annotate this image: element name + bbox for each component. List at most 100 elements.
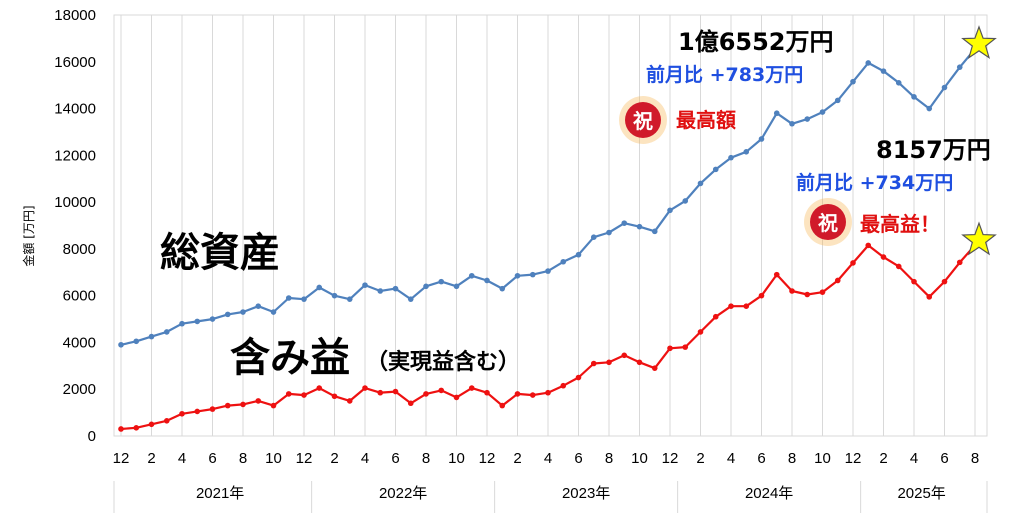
series-point bbox=[743, 303, 750, 309]
series-point bbox=[407, 400, 414, 407]
series-point bbox=[453, 283, 460, 290]
series-point bbox=[224, 402, 231, 409]
series-point bbox=[895, 80, 902, 86]
series-point bbox=[224, 311, 231, 318]
series-point bbox=[682, 198, 689, 204]
series-point bbox=[484, 389, 490, 396]
series-point bbox=[163, 417, 170, 424]
x-tick-label: 4 bbox=[910, 450, 918, 467]
series-point bbox=[667, 345, 673, 352]
x-tick-label: 6 bbox=[391, 450, 399, 467]
series-point bbox=[529, 392, 536, 398]
total-change-label: 前月比 +783万円 bbox=[646, 63, 803, 86]
x-tick-label: 2 bbox=[147, 450, 155, 467]
y-tick-label: 12000 bbox=[54, 147, 96, 164]
series-point bbox=[529, 271, 536, 278]
celebration-badge-icon: 祝 bbox=[804, 198, 852, 246]
stars bbox=[961, 25, 997, 256]
x-tick-label: 2 bbox=[330, 450, 338, 467]
profit-change-label: 前月比 +734万円 bbox=[796, 171, 953, 194]
series-point bbox=[834, 97, 841, 104]
series-point bbox=[423, 391, 429, 397]
series-point bbox=[819, 289, 826, 295]
x-tick-label: 10 bbox=[265, 450, 282, 467]
series-point bbox=[438, 387, 445, 394]
series-point bbox=[316, 385, 323, 391]
series-point bbox=[346, 296, 353, 302]
x-tick-label: 12 bbox=[296, 450, 313, 467]
series-point bbox=[255, 398, 262, 404]
series-point bbox=[407, 296, 414, 302]
x-axis: 12 2 4 6 8 10 12 2 4 6 8 10 12 2 4 6 8 10 12 2 4 6 8 10 12 2 4 6 8 20… bbox=[113, 450, 988, 513]
series-point bbox=[575, 251, 582, 258]
series-point bbox=[331, 292, 338, 299]
y-tick-label: 8000 bbox=[63, 241, 96, 258]
series-point bbox=[255, 303, 262, 309]
series-point bbox=[468, 385, 475, 391]
y-tick-label: 6000 bbox=[63, 288, 96, 305]
series-point bbox=[758, 292, 765, 299]
x-tick-label: 10 bbox=[448, 450, 465, 467]
series-point bbox=[712, 166, 719, 173]
series-point bbox=[240, 309, 246, 315]
x-tick-label: 12 bbox=[113, 450, 130, 467]
y-tick-label: 10000 bbox=[54, 194, 96, 211]
series-point bbox=[285, 295, 292, 301]
x-tick-label: 8 bbox=[788, 450, 796, 467]
x-tick-label: 8 bbox=[971, 450, 979, 467]
series-point bbox=[148, 421, 155, 428]
series-point bbox=[346, 398, 353, 404]
x-tick-label: 8 bbox=[605, 450, 613, 467]
series-point bbox=[163, 329, 170, 335]
series-point bbox=[606, 229, 612, 236]
y-tick-label: 14000 bbox=[54, 101, 96, 118]
series-point bbox=[590, 360, 597, 367]
star-icon bbox=[961, 25, 997, 60]
series-label-unrealized-gain: 含み益 bbox=[230, 335, 350, 381]
y-tick-label: 0 bbox=[88, 428, 96, 445]
series-point bbox=[514, 391, 521, 397]
series-point bbox=[743, 149, 750, 155]
series-point bbox=[240, 401, 246, 408]
series-point bbox=[118, 426, 124, 432]
series-point bbox=[148, 333, 155, 340]
series-point bbox=[728, 154, 734, 161]
record-profit-label: 最高益！ bbox=[860, 212, 940, 236]
series-point bbox=[499, 285, 506, 292]
series-point bbox=[301, 392, 307, 398]
chart-series bbox=[118, 46, 978, 432]
chart-grid bbox=[113, 14, 988, 437]
series-point bbox=[651, 365, 658, 371]
series-point bbox=[956, 259, 963, 266]
series-point bbox=[880, 254, 887, 260]
series-point bbox=[270, 309, 277, 315]
series-point bbox=[697, 329, 704, 335]
year-label: 2024年 bbox=[745, 485, 793, 502]
celebration-badge-icon: 祝 bbox=[619, 96, 667, 144]
series-point bbox=[118, 341, 124, 348]
x-tick-label: 4 bbox=[544, 450, 552, 467]
series-point bbox=[545, 389, 551, 396]
x-tick-label: 6 bbox=[574, 450, 582, 467]
x-tick-label: 4 bbox=[727, 450, 735, 467]
y-tick-label: 18000 bbox=[54, 7, 96, 24]
badge-glyph: 祝 bbox=[818, 211, 838, 235]
series-point bbox=[682, 344, 689, 350]
x-tick-label: 12 bbox=[662, 450, 679, 467]
series-point bbox=[773, 271, 780, 278]
x-tick-label: 10 bbox=[631, 450, 648, 467]
x-tick-label: 8 bbox=[422, 450, 430, 467]
series-point bbox=[179, 320, 185, 327]
y-axis-label: 金額 [万円] bbox=[21, 205, 36, 266]
series-point bbox=[789, 120, 795, 127]
series-point bbox=[789, 288, 795, 294]
series-point bbox=[758, 136, 765, 142]
x-tick-label: 2 bbox=[879, 450, 887, 467]
x-tick-label: 6 bbox=[208, 450, 216, 467]
series-point bbox=[301, 296, 307, 302]
series-point bbox=[194, 318, 201, 325]
series-point bbox=[926, 105, 933, 112]
series-point bbox=[453, 394, 460, 401]
series-point bbox=[377, 288, 384, 294]
x-tick-label: 10 bbox=[814, 450, 831, 467]
